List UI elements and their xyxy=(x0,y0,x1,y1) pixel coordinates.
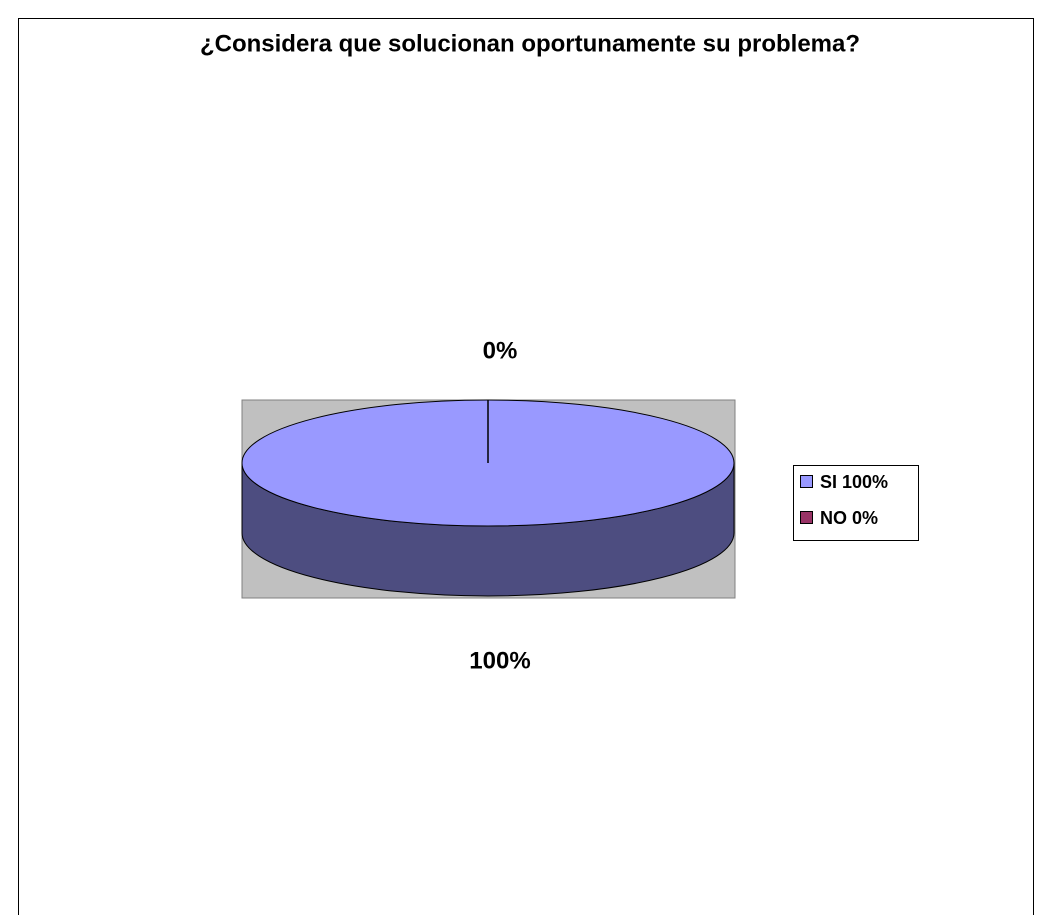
data-label: 100% xyxy=(469,647,530,674)
chart-title: ¿Considera que solucionan oportunamente … xyxy=(200,30,860,57)
legend xyxy=(793,465,919,541)
legend-swatch xyxy=(800,475,813,488)
legend-label: NO 0% xyxy=(820,508,878,528)
data-label: 0% xyxy=(483,337,518,364)
legend-swatch xyxy=(800,511,813,524)
legend-label: SI 100% xyxy=(820,472,888,492)
